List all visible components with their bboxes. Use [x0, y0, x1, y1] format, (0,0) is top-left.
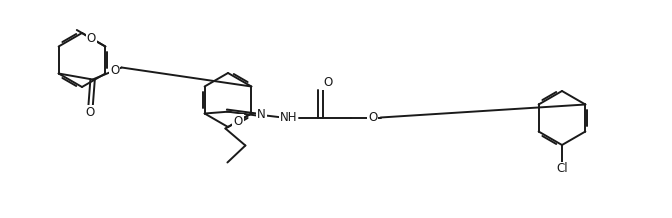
Text: O: O [368, 111, 377, 124]
Text: O: O [85, 106, 94, 119]
Text: O: O [110, 64, 119, 77]
Text: O: O [233, 115, 243, 128]
Text: N: N [257, 108, 266, 121]
Text: NH: NH [280, 111, 298, 124]
Text: O: O [87, 32, 95, 45]
Text: Cl: Cl [556, 162, 568, 175]
Text: O: O [323, 76, 332, 89]
